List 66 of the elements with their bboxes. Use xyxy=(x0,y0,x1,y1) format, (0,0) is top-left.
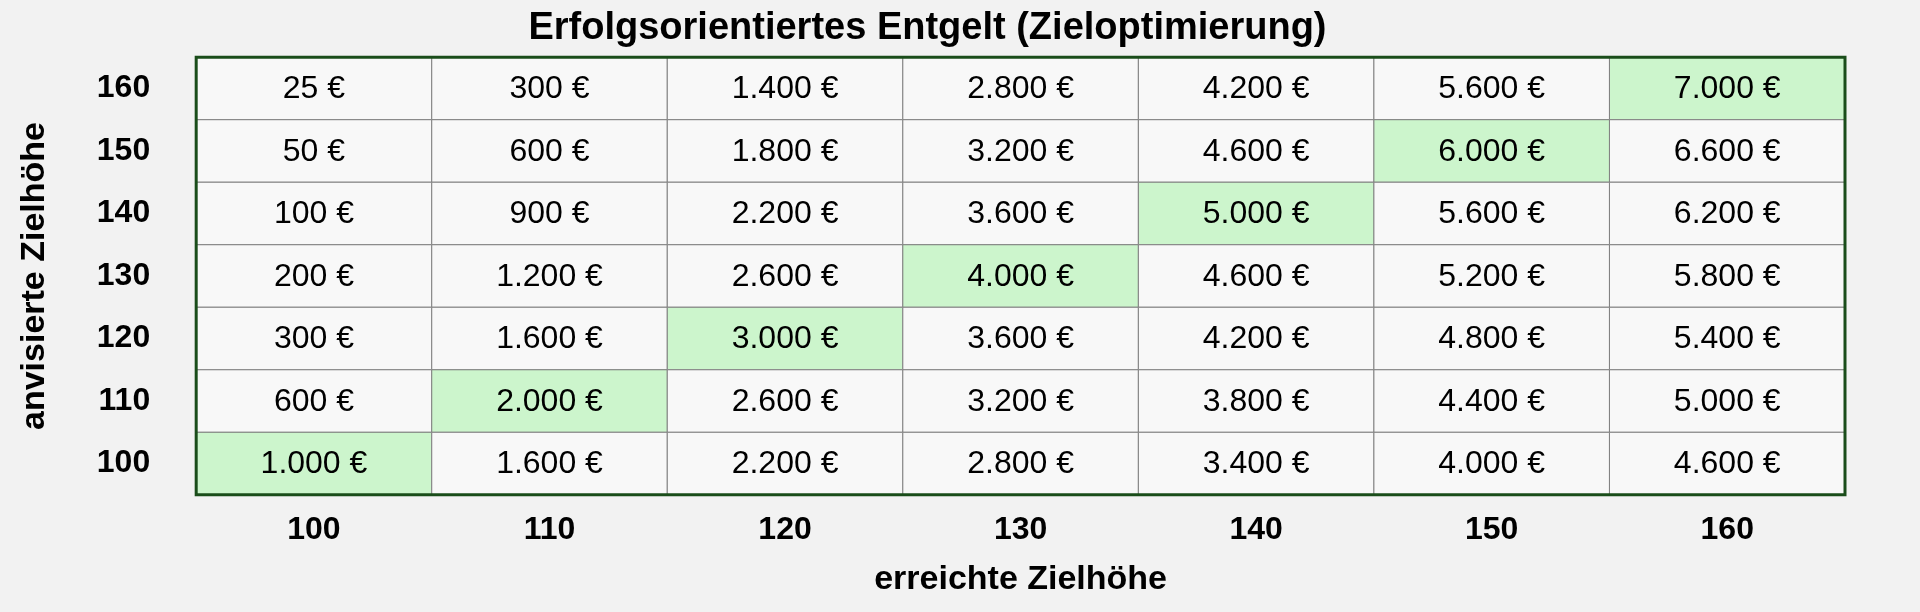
data-label: 7.000 € xyxy=(1673,69,1781,106)
data-label: 3.800 € xyxy=(1202,381,1310,418)
data-label: 1.400 € xyxy=(731,69,839,106)
x-tick-label: 140 xyxy=(1229,509,1283,546)
data-label: 3.600 € xyxy=(967,194,1075,231)
x-tick-label: 120 xyxy=(758,509,812,546)
data-label: 2.600 € xyxy=(731,256,839,293)
data-label: 1.600 € xyxy=(496,319,604,356)
data-label: 4.000 € xyxy=(967,256,1075,293)
data-label: 4.600 € xyxy=(1673,444,1781,481)
y-tick-label: 120 xyxy=(96,318,151,355)
data-label: 3.200 € xyxy=(967,381,1075,418)
data-label: 3.600 € xyxy=(967,319,1075,356)
data-label: 600 € xyxy=(509,131,590,168)
data-label: 4.800 € xyxy=(1438,319,1546,356)
data-label: 5.200 € xyxy=(1438,256,1546,293)
data-label: 4.600 € xyxy=(1202,131,1310,168)
data-label: 600 € xyxy=(273,381,355,418)
data-label: 4.200 € xyxy=(1202,319,1310,356)
data-label: 2.800 € xyxy=(967,69,1075,106)
x-tick-label: 160 xyxy=(1700,509,1754,546)
data-label: 1.600 € xyxy=(496,444,604,481)
data-label: 3.200 € xyxy=(967,131,1075,168)
data-label: 4.600 € xyxy=(1202,256,1310,293)
data-label: 5.000 € xyxy=(1673,381,1781,418)
data-label: 2.200 € xyxy=(731,194,839,231)
data-label: 4.400 € xyxy=(1438,381,1546,418)
y-tick-label: 110 xyxy=(98,380,151,417)
x-tick-label: 130 xyxy=(993,509,1048,546)
data-label: 2.800 € xyxy=(967,444,1075,481)
data-label: 900 € xyxy=(509,194,590,231)
data-label: 1.200 € xyxy=(496,256,604,293)
data-label: 4.000 € xyxy=(1438,444,1546,481)
data-label: 1.000 € xyxy=(260,444,368,481)
data-label: 100 € xyxy=(273,194,355,231)
data-label: 5.600 € xyxy=(1438,194,1546,231)
y-tick-label: 140 xyxy=(96,193,151,230)
y-tick-label: 150 xyxy=(96,130,151,167)
data-label: 2.000 € xyxy=(496,381,604,418)
x-tick-label: 150 xyxy=(1464,509,1519,546)
data-label: 5.400 € xyxy=(1673,319,1781,356)
data-label: 5.000 € xyxy=(1202,194,1310,231)
data-label: 2.600 € xyxy=(731,381,839,418)
y-tick-label: 130 xyxy=(96,255,151,292)
data-label: 200 € xyxy=(273,256,355,293)
data-label: 6.200 € xyxy=(1673,194,1781,231)
y-tick-label: 100 xyxy=(96,443,151,480)
x-axis-title: erreichte Zielhöhe xyxy=(874,557,1168,596)
chart-title: Erfolgsorientiertes Entgelt (Zieloptimierung) xyxy=(528,4,1327,47)
x-tick-label: 110 xyxy=(523,509,576,546)
data-label: 1.800 € xyxy=(731,131,839,168)
data-label: 300 € xyxy=(509,69,590,106)
data-label: 5.600 € xyxy=(1438,69,1546,106)
data-label: 300 € xyxy=(273,319,355,356)
data-label: 5.800 € xyxy=(1673,256,1781,293)
data-label: 2.200 € xyxy=(731,444,839,481)
data-label: 3.000 € xyxy=(731,319,839,356)
data-label: 25 € xyxy=(282,69,346,106)
data-label: 6.000 € xyxy=(1438,131,1546,168)
x-tick-label: 100 xyxy=(287,509,341,546)
data-label: 50 € xyxy=(282,131,346,168)
data-label: 6.600 € xyxy=(1673,131,1781,168)
data-label: 3.400 € xyxy=(1202,444,1310,481)
data-label: 4.200 € xyxy=(1202,69,1310,106)
y-axis-title: anvisierte Zielhöhe xyxy=(12,122,51,430)
y-tick-label: 160 xyxy=(96,68,151,105)
